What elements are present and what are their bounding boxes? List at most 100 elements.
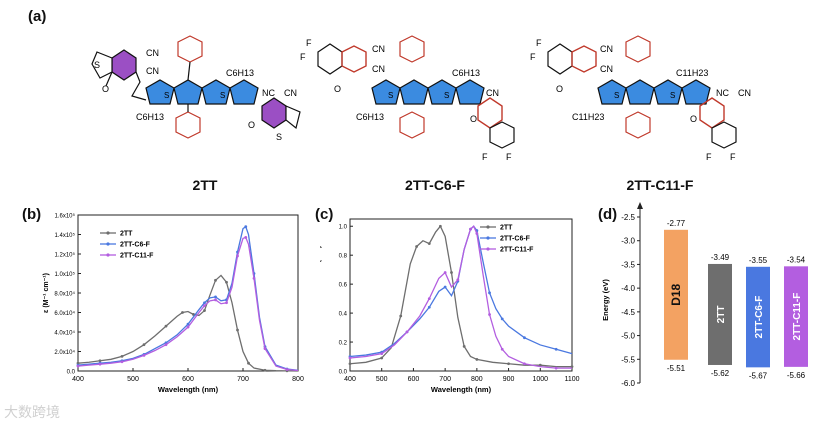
data-point-2TT xyxy=(214,278,217,282)
bar-label-2TT: 2TT xyxy=(716,306,727,324)
legend-marker-2TT xyxy=(486,225,490,229)
data-point-2TT xyxy=(399,314,403,318)
y-tick-label: 1.4x10⁵ xyxy=(54,232,75,239)
y-tick-label: 0.0 xyxy=(67,370,76,376)
svg-text:C6H13: C6H13 xyxy=(356,112,384,122)
legend-marker-2TT-C6-F xyxy=(106,242,110,246)
chart-molar-extinction: 400 500 600 700 800 0.0 2.0x10⁴ 4.0x10⁴ 6.0x10⁴ 8… xyxy=(43,213,304,395)
panel-label-b: (b) xyxy=(22,206,42,223)
svg-text:CN: CN xyxy=(600,64,613,74)
svg-text:O: O xyxy=(690,114,697,124)
svg-text:O: O xyxy=(470,114,477,124)
y-tick-label: 1.0 xyxy=(339,225,348,231)
aryl-bottom xyxy=(175,111,201,139)
x-tick-label: 700 xyxy=(237,376,249,383)
y-tick-label: -6.0 xyxy=(621,379,635,388)
y-tick-label: -2.5 xyxy=(621,213,635,222)
y-tick-label: 0.4 xyxy=(339,312,348,318)
x-tick-label: 500 xyxy=(127,376,139,383)
y-axis-label: Energy (eV) xyxy=(601,279,610,321)
data-point-2TT-C11-F xyxy=(523,362,526,366)
svg-text:O: O xyxy=(556,84,563,94)
data-point-2TT-C11-F xyxy=(76,364,80,368)
y-axis-label: Normalized Absorbance (a.u.) xyxy=(320,246,322,345)
data-point-2TT-C11-F xyxy=(427,297,431,301)
svg-text:F: F xyxy=(506,152,512,162)
data-point-2TT xyxy=(507,362,510,366)
chart-normalized-absorbance: 400 500 600 700 800 900 1000 1100 0.0 0.2 0.4 0.6 0.… xyxy=(320,218,580,394)
y-tick-label: 0.2 xyxy=(339,341,348,347)
legend-label-2TT: 2TT xyxy=(500,225,513,232)
lumo-label-2TT-C6-F: -3.55 xyxy=(749,256,768,265)
plot-frame xyxy=(349,218,573,372)
molecule-2TT-C6-F: F F O CN CN S S C6H13 C6H13 CN O F F xyxy=(300,35,515,162)
endgroup-left-thiophene xyxy=(91,51,113,79)
data-point-2TT-C11-F xyxy=(285,368,289,371)
data-point-2TT xyxy=(236,328,239,332)
data-point-2TT-C11-F xyxy=(500,347,504,351)
svg-text:CN: CN xyxy=(600,44,613,54)
data-point-2TT-C11-F xyxy=(164,343,168,347)
svg-text:F: F xyxy=(536,38,542,48)
svg-text:O: O xyxy=(248,120,255,130)
svg-text:CN: CN xyxy=(486,88,499,98)
y-tick-label: 1.2x10⁵ xyxy=(54,252,75,259)
atom-NC: NC xyxy=(262,88,275,98)
molecule-name-2TT: 2TT xyxy=(192,177,218,193)
y-tick-label: 4.0x10⁴ xyxy=(54,330,75,337)
data-point-2TT xyxy=(380,356,384,360)
watermark: 大数跨境 xyxy=(4,404,60,420)
y-tick-label: 0.0 xyxy=(339,370,348,376)
homo-label-2TT: -5.62 xyxy=(711,369,730,378)
x-axis-label: Wavelength (nm) xyxy=(158,385,219,394)
data-point-2TT-C11-F xyxy=(186,325,190,329)
data-point-2TT-C11-F xyxy=(488,313,491,316)
data-point-2TT xyxy=(120,354,124,358)
data-point-2TT xyxy=(570,365,574,369)
svg-text:S: S xyxy=(220,91,225,100)
data-point-2TT-C11-F xyxy=(244,236,248,239)
data-point-2TT-C6-F xyxy=(214,295,217,299)
data-point-2TT xyxy=(164,324,168,328)
svg-text:F: F xyxy=(530,52,536,62)
endgroup-left-ring xyxy=(111,49,137,81)
aryl-top xyxy=(177,35,203,63)
data-point-2TT-C11-F xyxy=(380,352,384,356)
svg-text:CN: CN xyxy=(284,88,297,98)
x-tick-label: 400 xyxy=(344,376,356,383)
svg-text:C6H13: C6H13 xyxy=(452,68,480,78)
panel-label-d: (d) xyxy=(598,206,618,223)
x-tick-label: 700 xyxy=(439,376,451,383)
data-point-2TT-C11-F xyxy=(469,227,472,231)
x-tick-label: 600 xyxy=(182,376,194,383)
data-point-2TT-C11-F xyxy=(203,304,206,308)
legend-label-2TT: 2TT xyxy=(120,231,133,238)
y-tick-label: 1.0x10⁵ xyxy=(54,271,75,278)
endgroup-right-ring xyxy=(261,97,287,129)
svg-text:CN: CN xyxy=(372,64,385,74)
svg-text:S: S xyxy=(444,91,449,100)
data-point-2TT-C11-F xyxy=(252,276,256,280)
y-axis-arrow xyxy=(637,202,643,209)
svg-text:CN: CN xyxy=(738,88,751,98)
data-point-2TT xyxy=(450,271,453,274)
data-point-2TT-C11-F xyxy=(554,366,558,370)
y-tick-label: 1.6x10⁵ xyxy=(54,213,75,220)
svg-text:F: F xyxy=(730,152,736,162)
energy-bar-2TT xyxy=(708,263,732,365)
legend-label-2TT-C6-F: 2TT-C6-F xyxy=(120,242,151,249)
molecule-name-2TT-C6-F: 2TT-C6-F xyxy=(405,177,465,193)
x-tick-label: 600 xyxy=(408,376,420,383)
molecule-2TT-C11-F: F F O CN CN S S C11H23 C11H23 NC CN O F … xyxy=(530,35,751,162)
y-tick-label: 0.6 xyxy=(339,283,348,289)
legend-marker-2TT-C11-F xyxy=(486,247,490,251)
series-line-2TT xyxy=(77,274,299,372)
y-tick-label: -4.5 xyxy=(621,308,635,317)
svg-text:O: O xyxy=(334,84,341,94)
data-point-2TT-C6-F xyxy=(500,317,504,321)
legend-marker-2TT xyxy=(106,231,110,235)
data-point-2TT xyxy=(263,368,267,372)
y-tick-label: 2.0x10⁴ xyxy=(54,349,75,356)
data-point-2TT-C6-F xyxy=(186,322,190,326)
lumo-label-D18: -2.77 xyxy=(667,219,686,228)
